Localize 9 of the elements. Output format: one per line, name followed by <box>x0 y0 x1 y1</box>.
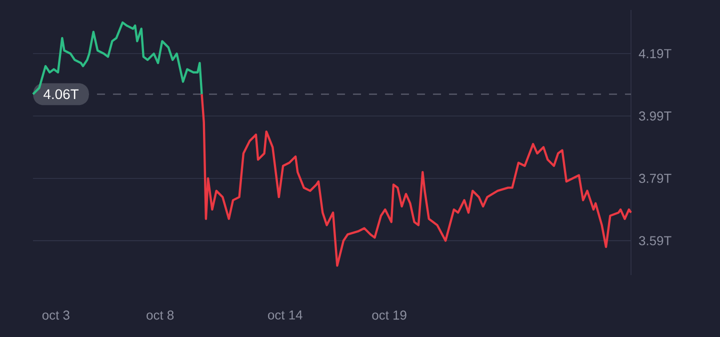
y-tick-label: 3.79T <box>639 174 672 183</box>
y-tick-label: 3.99T <box>639 111 672 121</box>
y-tick-label: 4.19T <box>638 49 672 58</box>
x-tick-label: oct 3 <box>42 310 70 320</box>
x-tick-label: oct 14 <box>268 310 302 320</box>
y-tick-label: 3.59T <box>639 236 672 246</box>
x-tick-label: oct 8 <box>146 310 174 320</box>
x-tick-label: oct 19 <box>372 310 406 320</box>
ref-line-label: 4.06T <box>44 89 79 100</box>
